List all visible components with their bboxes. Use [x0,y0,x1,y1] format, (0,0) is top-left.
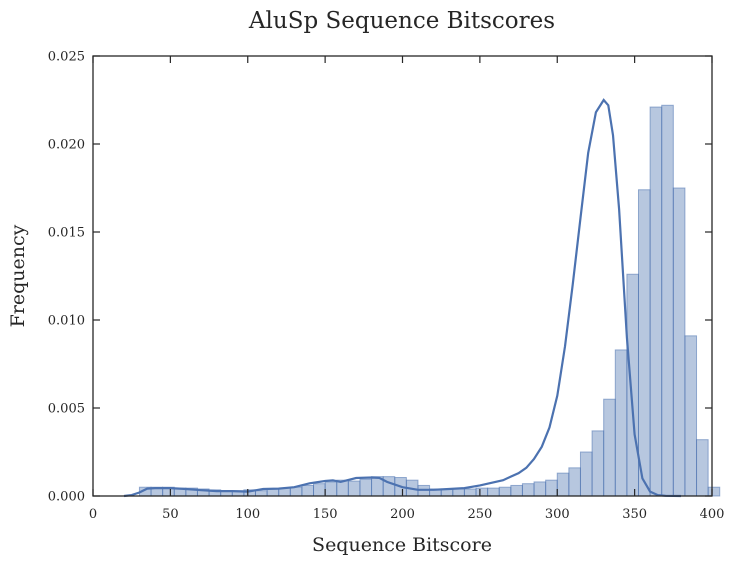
histogram-bar [603,398,616,497]
x-tick-label: 300 [545,507,570,522]
histogram-bar [521,483,535,497]
y-tick-label: 0.005 [48,402,85,417]
x-tick-label: 50 [162,507,179,522]
histogram-bar [452,488,465,497]
y-axis-ticks: 0.000 0.005 0.010 0.015 0.020 0.025 [48,50,712,505]
histogram-bar [545,479,558,497]
histogram-bar [301,484,315,497]
x-tick-label: 200 [390,507,415,522]
x-tick-label: 350 [622,507,647,522]
histogram-bar [266,488,280,497]
histogram-bar [324,481,338,497]
x-tick-label: 0 [89,507,97,522]
histogram-bar [487,487,500,497]
histogram-bar [707,486,721,497]
y-tick-label: 0.000 [48,490,85,505]
y-tick-label: 0.010 [48,314,85,329]
histogram-bar [684,335,698,497]
histogram-bar [382,476,396,497]
histogram-bar [347,480,361,497]
kde-curve [123,98,682,498]
x-tick-label: 400 [700,507,725,522]
y-axis-label: Frequency [7,224,29,327]
histogram-bar [510,484,523,497]
histogram-bar [696,439,709,497]
histogram-bar [556,472,570,497]
x-tick-label: 100 [235,507,260,522]
histogram-bar [568,467,581,497]
chart-title: AluSp Sequence Bitscores [248,8,555,34]
histogram-bar [614,349,628,497]
x-tick-label: 250 [467,507,492,522]
histogram-bar [637,189,651,497]
histogram-bar [626,273,639,497]
histogram-bar [672,187,686,497]
histogram-bar [254,490,268,497]
histogram-bar [289,486,303,497]
histogram-bar [649,106,663,497]
y-tick-label: 0.015 [48,226,85,241]
histogram-bar [313,483,326,497]
histogram-bar [661,104,674,497]
x-axis-label: Sequence Bitscore [312,534,492,556]
x-tick-label: 150 [313,507,338,522]
y-tick-label: 0.025 [48,50,85,65]
histogram-bar [359,478,373,497]
histogram-bar [463,488,477,497]
histogram-bar [579,451,593,497]
histogram-bar [591,430,605,497]
x-axis-ticks: 0 50 100 150 200 250 300 350 400 [89,56,725,522]
histogram-bar [475,487,489,497]
histogram-bar [498,486,512,497]
y-tick-label: 0.020 [48,138,85,153]
histogram-bars [138,104,721,497]
histogram-bar [533,481,547,497]
